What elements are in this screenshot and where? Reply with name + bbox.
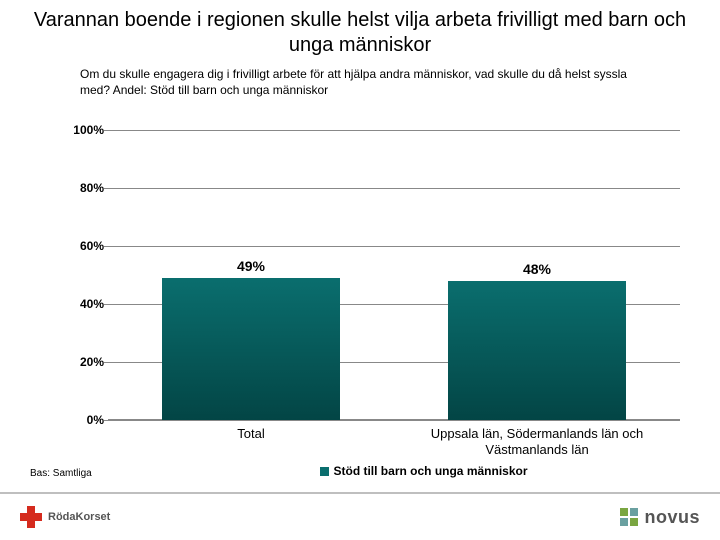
y-tick-mark <box>104 130 108 131</box>
legend-swatch <box>320 467 329 476</box>
y-tick-label: 20% <box>60 355 104 369</box>
x-axis-label: Total <box>108 420 394 442</box>
footer: RödaKorset novus <box>0 492 720 540</box>
chart-legend: Stöd till barn och unga människor <box>168 464 680 478</box>
bar-fill <box>162 278 339 420</box>
subtitle: Om du skulle engagera dig i frivilligt a… <box>0 58 720 104</box>
logo-redcross: RödaKorset <box>20 506 110 528</box>
bar: 48% <box>448 281 625 420</box>
page-title: Varannan boende i regionen skulle helst … <box>0 0 720 58</box>
redcross-text: RödaKorset <box>48 511 110 523</box>
legend-label: Stöd till barn och unga människor <box>333 464 527 478</box>
bar-value-label: 48% <box>523 261 551 277</box>
y-tick-mark <box>104 188 108 189</box>
redcross-icon <box>20 506 42 528</box>
y-tick-mark <box>104 362 108 363</box>
y-tick-label: 0% <box>60 413 104 427</box>
bar-chart: TotalUppsala län, Södermanlands län och … <box>60 130 680 420</box>
y-tick-label: 100% <box>60 123 104 137</box>
bar: 49% <box>162 278 339 420</box>
x-axis-label: Uppsala län, Södermanlands län och Västm… <box>394 420 680 457</box>
gridline <box>108 130 680 131</box>
y-tick-label: 60% <box>60 239 104 253</box>
y-tick-mark <box>104 304 108 305</box>
x-axis-labels: TotalUppsala län, Södermanlands län och … <box>108 420 680 460</box>
novus-text: novus <box>644 507 700 528</box>
y-tick-mark <box>104 246 108 247</box>
footnote: Bas: Samtliga <box>30 468 92 479</box>
y-tick-label: 40% <box>60 297 104 311</box>
y-tick-mark <box>104 420 108 421</box>
bar-value-label: 49% <box>237 258 265 274</box>
logo-novus: novus <box>620 507 700 528</box>
gridline <box>108 188 680 189</box>
bar-fill <box>448 281 625 420</box>
novus-icon <box>620 508 638 526</box>
y-tick-label: 80% <box>60 181 104 195</box>
gridline <box>108 246 680 247</box>
